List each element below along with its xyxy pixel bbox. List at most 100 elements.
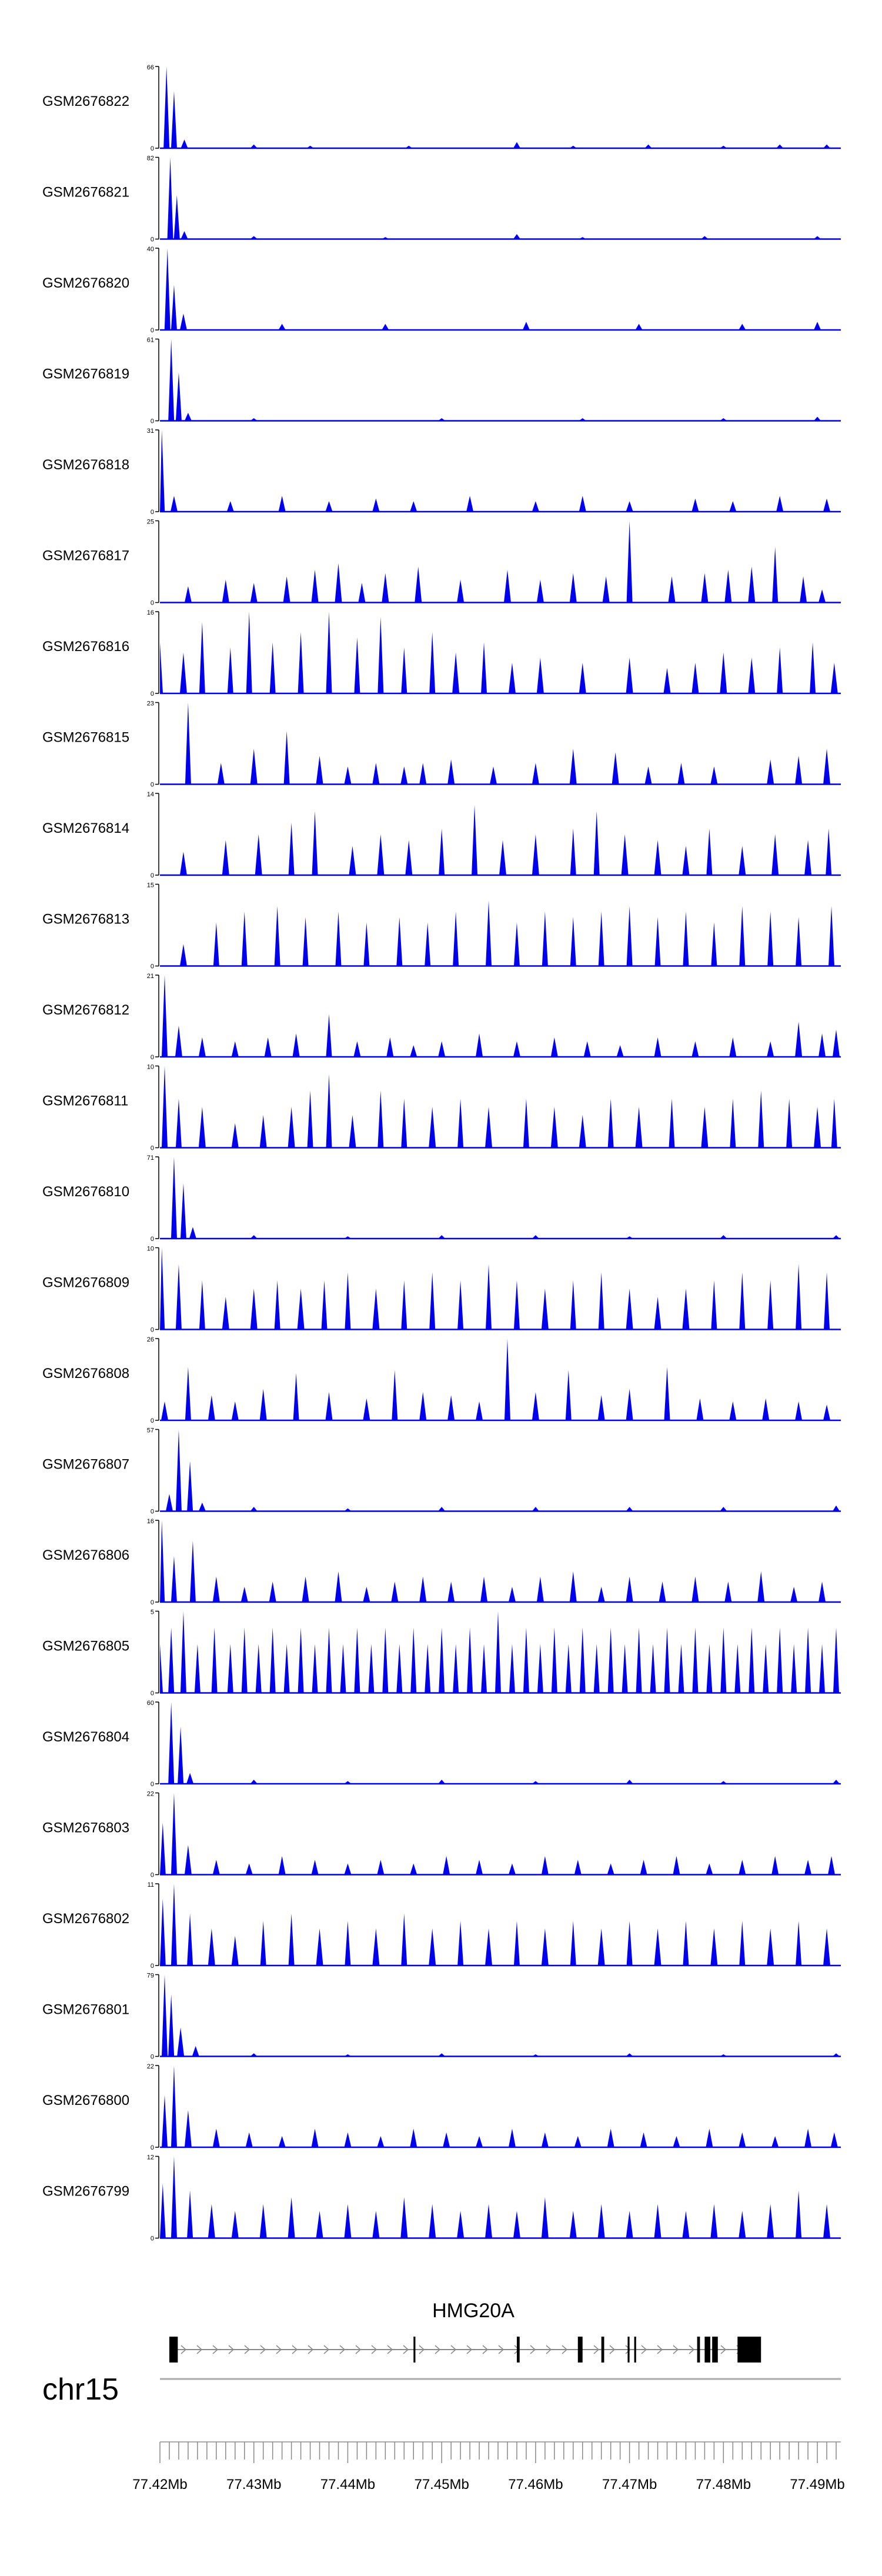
- coverage-peak: [626, 501, 633, 512]
- y-max-label: 16: [147, 609, 154, 616]
- coverage-peak: [626, 1921, 633, 1966]
- coverage-peak: [326, 1074, 332, 1148]
- coverage-peak: [574, 2136, 582, 2147]
- coverage-peak: [288, 1913, 295, 1966]
- coverage-peak: [486, 900, 492, 966]
- coverage-peak: [344, 2132, 352, 2147]
- coverage-peak: [260, 1921, 266, 1966]
- coverage-peak: [283, 730, 290, 785]
- coverage-peak: [720, 1235, 727, 1239]
- coverage-peak: [767, 2204, 774, 2238]
- coverage-peak: [795, 756, 803, 785]
- coverage-peak: [574, 1860, 582, 1875]
- coverage-peak: [372, 2211, 380, 2238]
- coverage-peak: [212, 1576, 220, 1602]
- coverage-peak: [654, 2204, 662, 2238]
- coverage-peak: [607, 1863, 614, 1875]
- y-min-label: 0: [151, 1509, 154, 1516]
- coverage-peak: [597, 1928, 605, 1966]
- coverage-peak: [532, 1235, 539, 1239]
- coverage-peak: [626, 1389, 633, 1420]
- gene-exon: [737, 2337, 761, 2363]
- track-GSM2676811: GSM2676811 10 0: [42, 1064, 841, 1152]
- coverage-peak: [810, 642, 816, 693]
- axis-tick-label: 77.43Mb: [226, 2477, 281, 2492]
- coverage-peak: [476, 1860, 483, 1875]
- axis-tick-label: 77.44Mb: [320, 2477, 375, 2492]
- track-label: GSM2676802: [42, 1911, 129, 1927]
- strand-arrow-icon: [625, 2345, 632, 2354]
- coverage-peak: [401, 1099, 407, 1148]
- strand-arrow-icon: [308, 2345, 314, 2354]
- coverage-peak: [541, 1289, 549, 1330]
- coverage-peak: [814, 416, 821, 421]
- y-max-label: 71: [147, 1154, 154, 1162]
- coverage-peak: [607, 1099, 614, 1148]
- y-min-label: 0: [151, 327, 154, 334]
- coverage-peak: [569, 749, 577, 785]
- coverage-peak: [298, 632, 304, 693]
- coverage-peak: [161, 1066, 168, 1148]
- coverage-peak: [160, 1247, 165, 1330]
- coverage-peak: [192, 2046, 199, 2057]
- track-GSM2676812: GSM2676812 21 0: [42, 973, 841, 1061]
- coverage-peak: [748, 566, 756, 603]
- coverage-peak: [776, 496, 784, 512]
- coverage-peak: [222, 579, 229, 603]
- coverage-peak: [401, 1913, 407, 1966]
- coverage-peak: [569, 573, 577, 603]
- coverage-peak: [307, 1090, 313, 1148]
- coverage-peak: [372, 763, 380, 785]
- coverage-peak: [626, 1289, 633, 1330]
- y-max-label: 21: [147, 973, 154, 980]
- coverage-peak: [208, 2204, 215, 2238]
- coverage-peak: [748, 658, 756, 693]
- coverage-peak: [312, 1644, 318, 1693]
- axis-tick-label: 77.49Mb: [790, 2477, 844, 2492]
- coverage-peak: [701, 1107, 709, 1148]
- coverage-peak: [767, 911, 774, 966]
- track-GSM2676821: GSM2676821 82 0: [42, 155, 841, 243]
- coverage-peak: [161, 975, 168, 1057]
- coverage-peak: [199, 1280, 205, 1330]
- track-label: GSM2676819: [42, 366, 129, 382]
- y-max-label: 25: [147, 519, 154, 526]
- coverage-peak: [171, 2066, 177, 2147]
- coverage-peak: [344, 2204, 352, 2238]
- coverage-peak: [302, 1576, 309, 1602]
- coverage-peak: [668, 576, 676, 603]
- coverage-peak: [189, 1540, 196, 1602]
- coverage-peak: [231, 1936, 239, 1966]
- coverage-peak: [485, 1928, 493, 1966]
- coverage-peak: [250, 236, 258, 239]
- coverage-peak: [326, 1014, 332, 1057]
- coverage-peak: [175, 372, 182, 421]
- coverage-peak: [830, 662, 838, 693]
- coverage-peak: [274, 906, 280, 966]
- coverage-peak: [382, 573, 389, 603]
- strand-arrow-icon: [466, 2345, 473, 2354]
- coverage-peak: [541, 1856, 549, 1875]
- coverage-peak: [654, 917, 661, 966]
- strand-arrow-icon: [244, 2345, 250, 2354]
- track-label: GSM2676801: [42, 2002, 129, 2018]
- coverage-peak: [583, 1041, 591, 1057]
- y-max-label: 5: [151, 1609, 154, 1616]
- coverage-peak: [175, 1429, 182, 1511]
- coverage-peak: [187, 1913, 193, 1966]
- coverage-peak: [767, 1041, 774, 1057]
- coverage-peak: [391, 1581, 399, 1602]
- coverage-peak: [344, 1781, 352, 1784]
- track-label: GSM2676818: [42, 457, 129, 473]
- coverage-peak: [706, 1863, 713, 1875]
- coverage-peak: [523, 1627, 529, 1693]
- coverage-peak: [181, 231, 188, 239]
- coverage-peak: [466, 496, 474, 512]
- coverage-peak: [536, 579, 544, 603]
- coverage-peak: [523, 1099, 529, 1148]
- coverage-peak: [396, 917, 403, 966]
- track-label: GSM2676804: [42, 1729, 129, 1745]
- coverage-peak: [814, 322, 821, 330]
- y-max-label: 10: [147, 1064, 154, 1071]
- coverage-peak: [683, 1921, 689, 1966]
